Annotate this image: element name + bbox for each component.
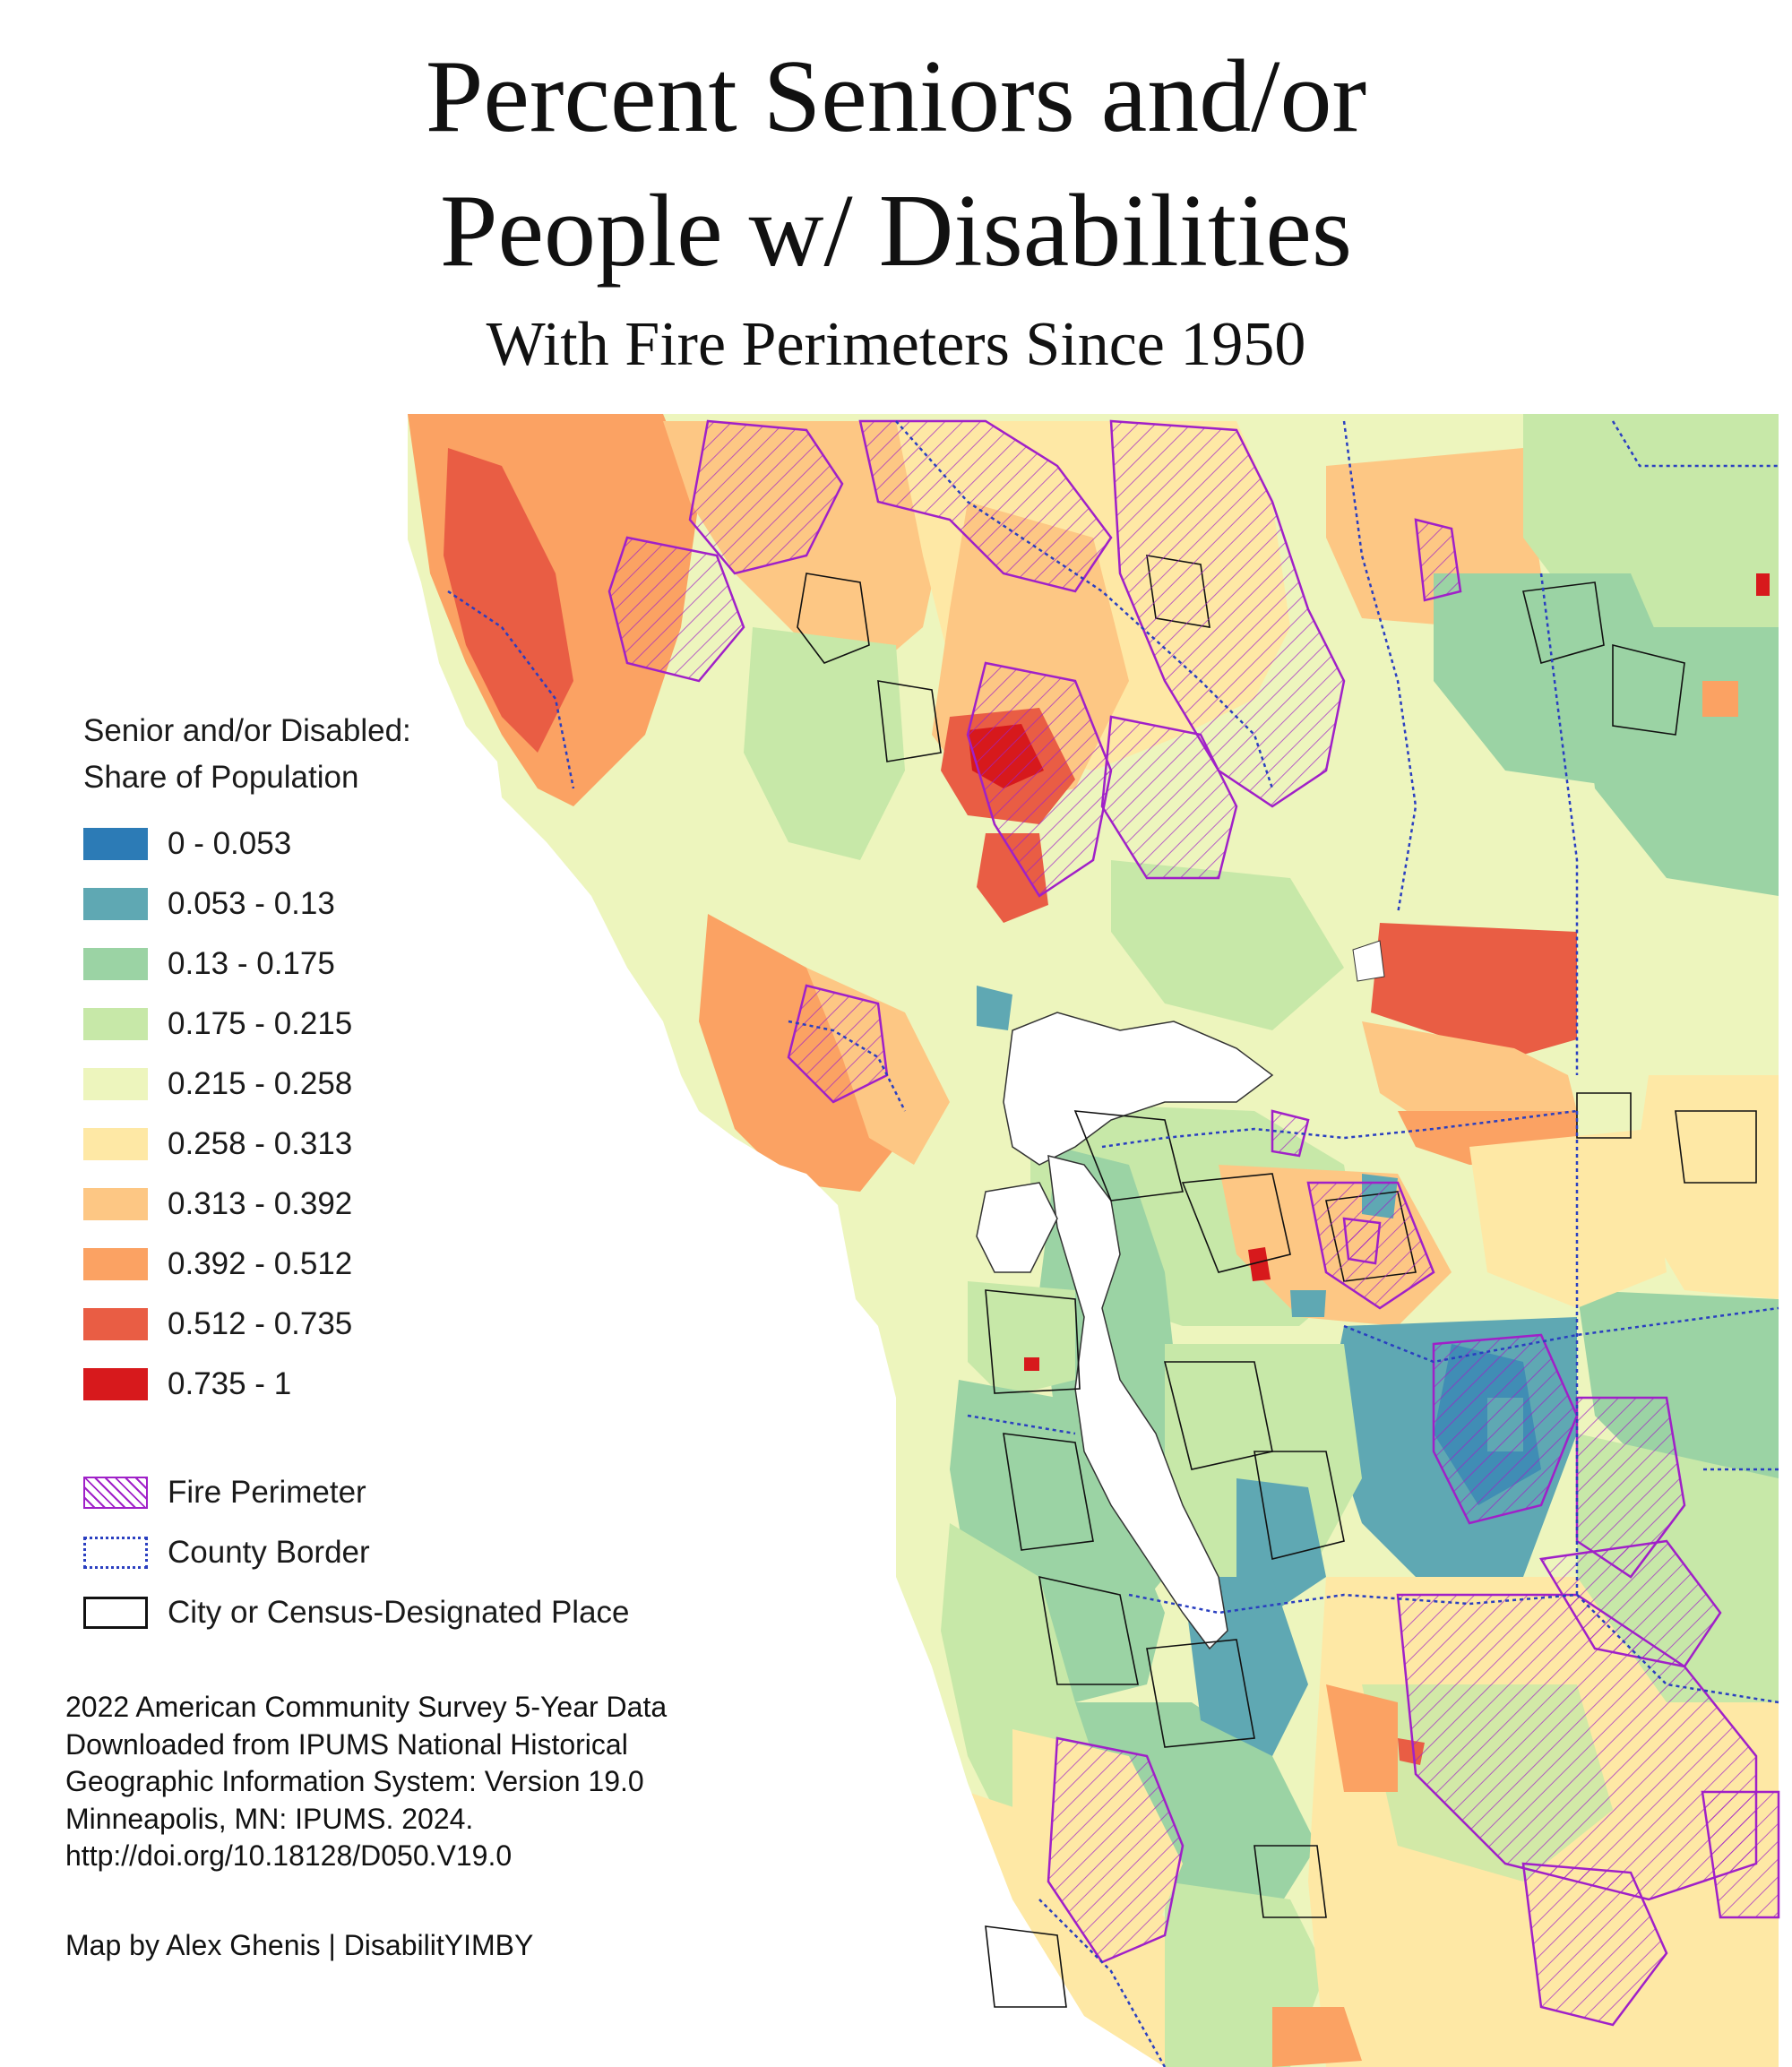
legend-label-county: County Border <box>168 1534 370 1570</box>
source-line: Geographic Information System: Version 1… <box>65 1765 644 1797</box>
legend-class-row: 0.512 - 0.735 <box>83 1294 764 1354</box>
legend-row-fire: Fire Perimeter <box>83 1462 764 1522</box>
legend-class-label: 0 - 0.053 <box>168 825 292 861</box>
legend-class-row: 0.053 - 0.13 <box>83 874 764 934</box>
legend-heading-line1: Senior and/or Disabled: <box>83 713 411 748</box>
legend-heading-line2: Share of Population <box>83 760 359 795</box>
source-line: http://doi.org/10.18128/D050.V19.0 <box>65 1839 513 1872</box>
legend-class-row: 0.392 - 0.512 <box>83 1234 764 1294</box>
legend-row-county: County Border <box>83 1522 764 1582</box>
legend-class-label: 0.175 - 0.215 <box>168 1005 353 1041</box>
legend-class-row: 0.258 - 0.313 <box>83 1114 764 1174</box>
source-line: Minneapolis, MN: IPUMS. 2024. <box>65 1802 474 1835</box>
map-title-line1: Percent Seniors and/or <box>425 39 1367 154</box>
county-borders <box>447 420 1779 2067</box>
legend-class-row: 0.215 - 0.258 <box>83 1054 764 1114</box>
legend-class-row: 0.735 - 1 <box>83 1354 764 1414</box>
legend-class-label: 0.053 - 0.13 <box>168 885 335 921</box>
source-line: 2022 American Community Survey 5-Year Da… <box>65 1691 668 1723</box>
legend-class-swatch <box>83 1067 148 1100</box>
fire-swatch <box>83 1476 148 1509</box>
bay-water <box>976 940 1385 1650</box>
legend-class-swatch <box>83 947 148 980</box>
source-line: Downloaded from IPUMS National Historica… <box>65 1727 628 1761</box>
legend-class-swatch <box>83 1247 148 1280</box>
legend-class-swatch <box>83 1187 148 1220</box>
map-title-line2: People w/ Disabilities <box>439 174 1353 289</box>
legend-class-swatch <box>83 887 148 920</box>
legend-class-label: 0.13 - 0.175 <box>168 945 335 981</box>
legend-label-fire: Fire Perimeter <box>168 1474 366 1510</box>
map-credit: Map by Alex Ghenis | DisabilitYIMBY <box>65 1929 534 1961</box>
legend-label-city: City or Census-Designated Place <box>168 1594 630 1630</box>
city-swatch <box>83 1596 148 1629</box>
legend-class-label: 0.735 - 1 <box>168 1365 292 1401</box>
fire-perimeters <box>607 419 1780 2027</box>
legend-class-row: 0.313 - 0.392 <box>83 1174 764 1234</box>
legend-class-row: 0.175 - 0.215 <box>83 994 764 1054</box>
legend-class-label: 0.313 - 0.392 <box>168 1185 353 1221</box>
map-subtitle: With Fire Perimeters Since 1950 <box>486 310 1306 379</box>
legend-class-swatch <box>83 827 148 860</box>
legend-class-label: 0.215 - 0.258 <box>168 1065 353 1101</box>
legend-class-swatch <box>83 1007 148 1040</box>
legend-class-label: 0.392 - 0.512 <box>168 1245 353 1281</box>
map-legend: Senior and/or Disabled: Share of Populat… <box>83 708 764 1642</box>
legend-class-swatch <box>83 1367 148 1400</box>
legend-class-row: 0.13 - 0.175 <box>83 934 764 994</box>
source-note: 2022 American Community Survey 5-Year Da… <box>65 1689 667 1875</box>
legend-class-row: 0 - 0.053 <box>83 814 764 874</box>
legend-class-label: 0.512 - 0.735 <box>168 1305 353 1341</box>
county-swatch <box>83 1536 148 1569</box>
legend-class-swatch <box>83 1307 148 1340</box>
legend-row-city: City or Census-Designated Place <box>83 1582 764 1642</box>
legend-class-swatch <box>83 1127 148 1160</box>
legend-class-label: 0.258 - 0.313 <box>168 1125 353 1161</box>
